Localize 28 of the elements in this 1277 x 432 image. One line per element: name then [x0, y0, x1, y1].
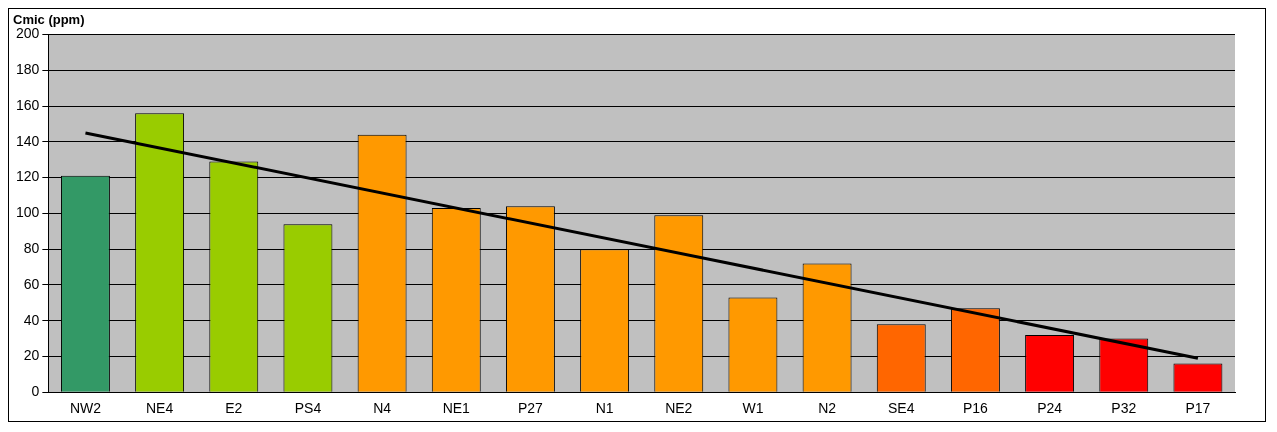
y-tick-label: 140: [16, 132, 40, 149]
y-tick-label: 160: [16, 96, 40, 113]
y-tick-label: 100: [16, 204, 40, 221]
y-tick-label: 180: [16, 61, 40, 78]
y-tick-label: 120: [16, 168, 40, 185]
x-tick-label: NE1: [442, 400, 471, 417]
x-tick-label: P27: [517, 400, 544, 417]
x-tick-label: P24: [1037, 400, 1063, 417]
y-axis-title: Cmic (ppm): [13, 12, 85, 28]
x-tick-label: NW2: [69, 400, 102, 417]
x-tick-label: P32: [1111, 400, 1137, 417]
x-tick-label: PS4: [294, 400, 322, 417]
x-tick-label: P17: [1185, 400, 1211, 417]
y-tick-label: 40: [23, 311, 40, 328]
y-tick-label: 60: [23, 275, 40, 292]
y-tick-label: 0: [31, 383, 40, 400]
x-tick-label: N4: [373, 400, 392, 417]
x-tick-label: E2: [225, 400, 243, 417]
x-tick-label: W1: [742, 400, 764, 417]
x-tick-label: N2: [818, 400, 837, 417]
y-tick-label: 200: [16, 25, 40, 42]
x-tick-label: NE4: [145, 400, 174, 417]
x-tick-label: NE2: [665, 400, 693, 417]
x-tick-label: N1: [595, 400, 614, 417]
y-tick-label: 20: [23, 347, 40, 364]
x-tick-label: P16: [962, 400, 989, 417]
x-tick-label: SE4: [888, 400, 915, 417]
y-tick-label: 80: [23, 240, 40, 257]
